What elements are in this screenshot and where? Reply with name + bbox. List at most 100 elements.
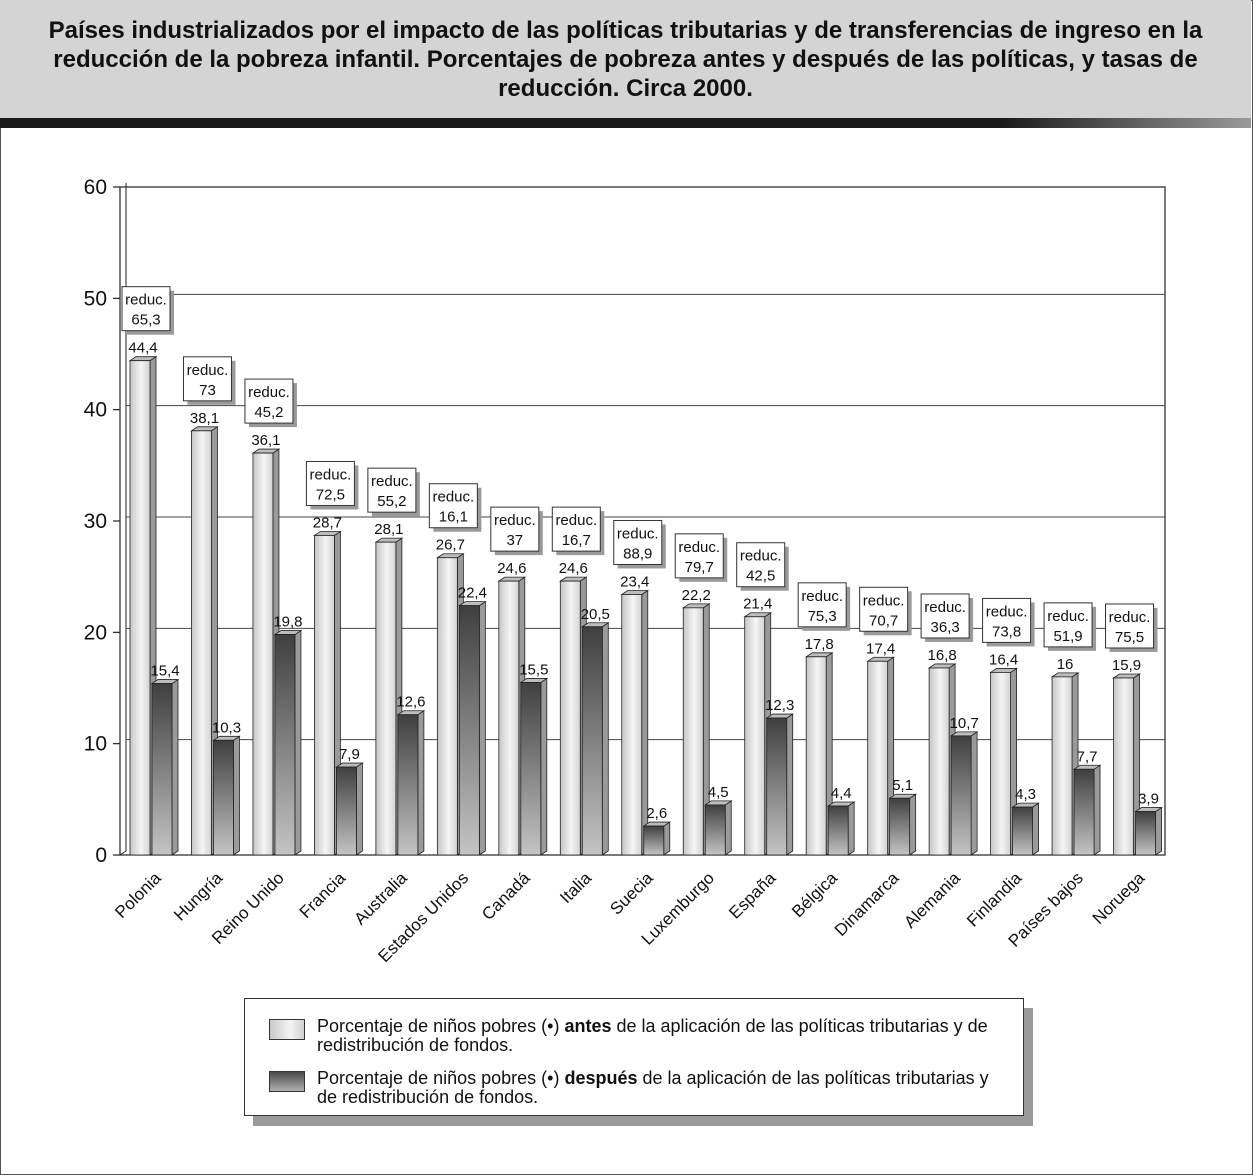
bar-after-front [151,683,173,856]
value-label-after: 7,7 [1077,748,1098,765]
reduction-box-frame [367,467,417,513]
value-label-before: 44,4 [128,340,157,357]
bar-after-side [847,801,855,856]
bar-before-front [375,541,397,856]
legend-text-after: Porcentaje de niños pobres (•) después d… [317,1069,1007,1107]
reduction-value: 36,3 [931,619,960,636]
reduction-value: 65,3 [131,312,160,329]
bar-after [580,622,610,856]
legend-before-bold: antes [564,1016,612,1036]
category-label: Noruega [1089,868,1149,928]
value-label-after: 4,3 [1015,786,1036,803]
reduction-value: 16,1 [439,509,468,526]
reduction-box: reduc. 37 [490,506,543,556]
legend-before-post: de la aplicación de las políticas tribut… [317,1016,988,1055]
legend-after-post: de la aplicación de las políticas tribut… [317,1068,989,1107]
bar-after [765,713,795,856]
reduction-box-frame [244,378,294,424]
reduction-prefix: reduc. [740,548,782,565]
bar-after-side [909,793,917,856]
bar-after [1072,764,1102,856]
bar-after-front [458,605,480,856]
legend-item-before: Porcentaje de niños pobres (•) antes de … [269,1017,1007,1055]
bar-after-front [1073,768,1095,856]
bar-after-side [1032,802,1039,856]
bar-after [888,793,917,856]
bar-before [681,603,711,856]
bar-after-side [970,731,978,856]
reduction-value: 51,9 [1053,628,1082,645]
bar-before-front [928,667,950,856]
reduction-prefix: reduc. [187,362,229,379]
reduction-box: reduc. 42,5 [736,542,789,591]
reduction-box-frame [305,460,355,506]
bar-before-front [129,360,151,856]
bar-after [458,600,487,856]
reduction-value: 73,8 [992,623,1021,640]
bar-after-front [643,825,665,856]
reduction-value: 75,3 [808,608,837,625]
reduction-box: reduc. 73,8 [982,597,1035,647]
value-label-before: 15,9 [1112,657,1141,674]
chart-title: Países industrializados por el impacto d… [48,16,1203,102]
bar-after-side [601,622,609,856]
reduction-box-frame [736,542,786,588]
value-label-before: 21,4 [743,596,772,613]
reduction-value: 37 [506,532,523,549]
bar-after-side [1155,806,1162,856]
title-rule [0,118,1251,128]
bar-before [866,656,895,856]
reduction-prefix: reduc. [433,489,475,506]
reduction-box: reduc. 88,9 [613,519,666,569]
bar-after-front [827,805,849,856]
reduction-prefix: reduc. [248,384,290,401]
bar-before-front [559,580,581,856]
bar-after [273,629,303,856]
value-label-before: 28,7 [313,514,342,531]
bar-after-front [950,735,972,856]
reduction-box: reduc. 79,7 [674,533,728,582]
reduction-box: reduc. 70,7 [859,586,912,636]
reduction-box: reduc. 72,5 [305,460,359,510]
reduction-value: 75,5 [1115,629,1144,646]
reduction-prefix: reduc. [310,466,352,483]
bar-before-front [252,452,274,856]
bar-after [703,800,733,856]
value-label-after: 7,9 [339,746,360,763]
reduction-value: 73 [199,382,216,399]
legend-after-bold: después [564,1068,638,1088]
reduction-prefix: reduc. [1047,608,1089,625]
reduction-prefix: reduc. [617,525,659,542]
reduction-prefix: reduc. [863,592,905,609]
value-label-before: 16,4 [989,651,1018,668]
bar-before [989,667,1018,856]
category-label: Australia [351,868,412,929]
reduction-prefix: reduc. [125,292,167,309]
reduction-value: 79,7 [685,559,714,576]
category-label: Italia [556,868,595,907]
value-label-after: 4,4 [831,785,852,802]
reduction-prefix: reduc. [1109,609,1151,626]
category-label: Alemania [900,868,964,932]
bar-after [1134,806,1163,856]
category-label: Polonia [111,868,165,922]
bar-after-side [724,800,732,856]
bar-before-front [1113,677,1134,856]
legend-swatch-after [269,1071,305,1092]
bar-after-front [520,682,542,856]
category-label: Finlandia [963,868,1026,931]
reduction-prefix: reduc. [986,603,1028,620]
value-label-after: 2,6 [646,805,667,822]
category-label: Dinamarca [831,868,903,940]
legend: Porcentaje de niños pobres (•) antes de … [244,998,1024,1116]
y-tick-label: 40 [84,399,107,422]
title-band: Países industrializados por el impacto d… [0,0,1251,118]
bar-after [949,731,979,856]
bar-after-front [213,739,234,856]
reduction-value: 16,7 [562,532,591,549]
value-label-before: 22,2 [682,587,711,604]
reduction-box-frame [428,483,478,529]
reduction-box: reduc. 51,9 [1043,602,1097,651]
reduction-box: reduc. 16,1 [428,483,482,532]
bar-after-front [766,717,788,856]
